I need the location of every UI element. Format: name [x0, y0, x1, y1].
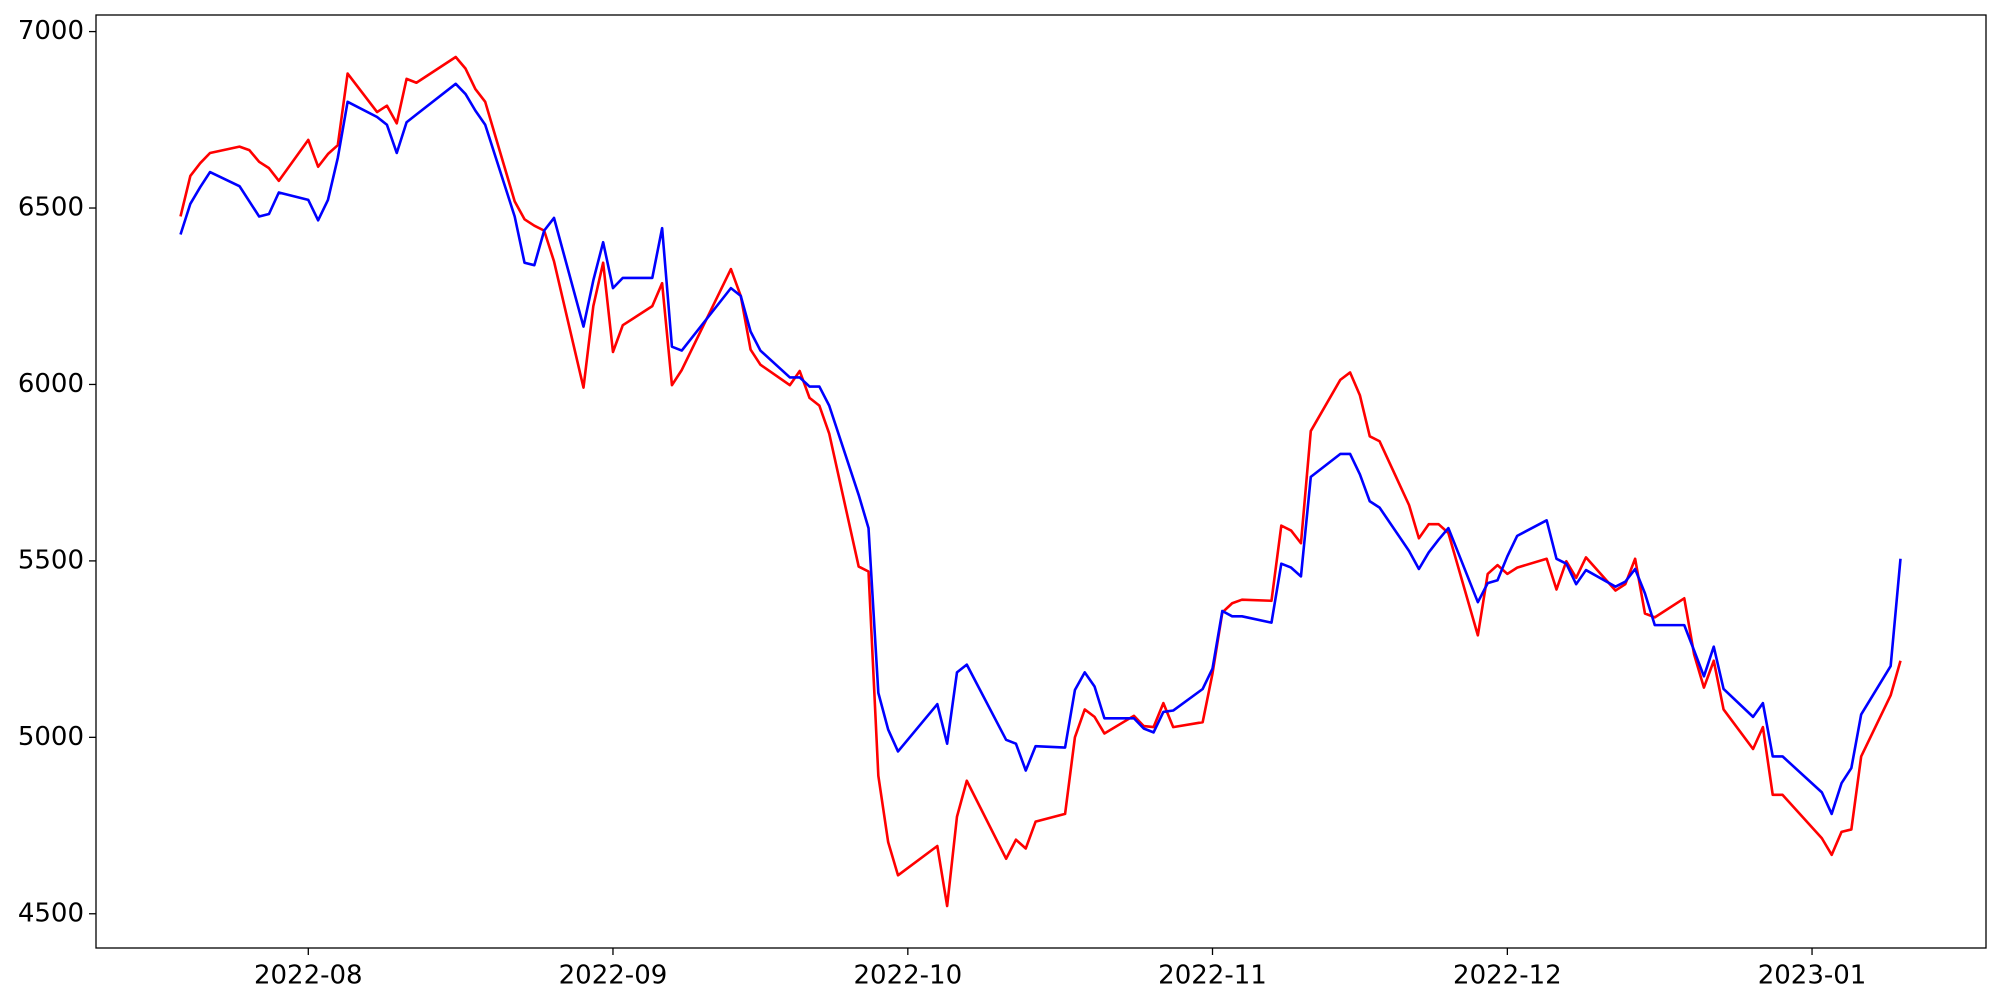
y-tick-label: 5500 [18, 545, 84, 575]
y-tick-label: 4500 [18, 898, 84, 928]
x-tick-label: 2023-01 [1758, 961, 1867, 991]
x-tick-label: 2022-10 [854, 961, 963, 991]
plot-frame [95, 14, 1987, 949]
y-tick-label: 5000 [18, 722, 84, 752]
x-tick-label: 2022-12 [1453, 961, 1562, 991]
x-tick-label: 2022-09 [559, 961, 668, 991]
x-tick-label: 2022-11 [1158, 961, 1267, 991]
line-series [179, 55, 1902, 908]
x-tick-label: 2022-08 [254, 961, 363, 991]
y-tick-label: 6500 [18, 193, 84, 223]
y-tick-label: 7000 [18, 16, 84, 46]
y-tick-label: 6000 [18, 369, 84, 399]
line-series [179, 82, 1902, 816]
